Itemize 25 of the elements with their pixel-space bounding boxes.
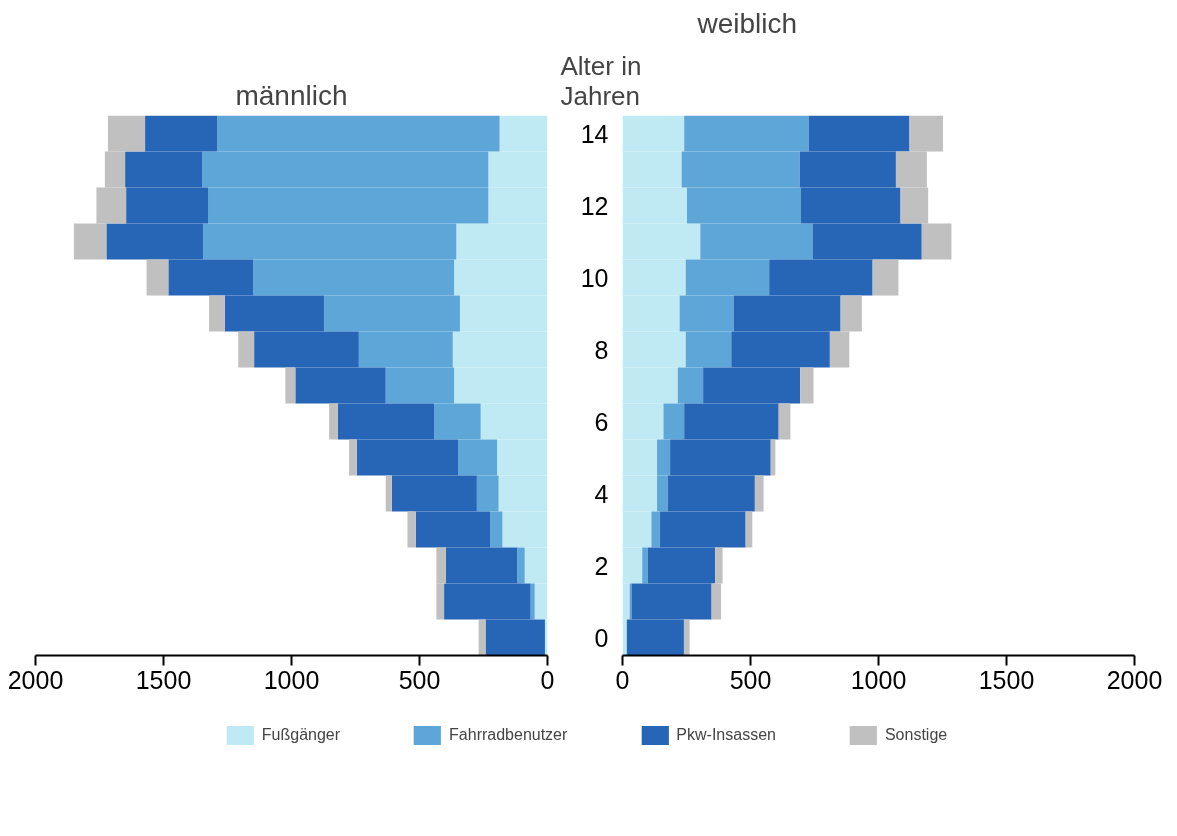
legend-label: Pkw-Insassen (676, 726, 776, 744)
y-tick-label: 4 (594, 479, 609, 508)
x-tick-label: 0 (615, 665, 630, 694)
y-tick-label: 2 (594, 551, 609, 580)
y-axis-title: Alter in Jahren (560, 50, 642, 111)
y-tick-label: 6 (594, 407, 609, 436)
legend-label: Fußgänger (261, 726, 341, 744)
y-tick-label: 14 (580, 119, 609, 148)
legend-label: Sonstige (884, 726, 948, 744)
chart-title: männlich (235, 79, 348, 111)
x-tick-label: 2000 (1106, 665, 1163, 694)
x-tick-label: 1500 (978, 665, 1035, 694)
x-tick-label: 1000 (850, 665, 907, 694)
x-tick-label: 2000 (7, 665, 64, 694)
chart-title: weiblich (696, 7, 798, 39)
x-tick-label: 1000 (263, 665, 320, 694)
y-tick-label: 12 (580, 191, 609, 220)
y-tick-label: 8 (594, 335, 609, 364)
x-tick-label: 500 (398, 665, 441, 694)
legend-label: Fahrradbenutzer (449, 726, 568, 744)
y-tick-label: 10 (580, 263, 609, 292)
x-tick-label: 500 (729, 665, 772, 694)
x-tick-label: 0 (540, 665, 555, 694)
x-tick-label: 1500 (135, 665, 192, 694)
y-tick-label: 0 (594, 623, 609, 652)
